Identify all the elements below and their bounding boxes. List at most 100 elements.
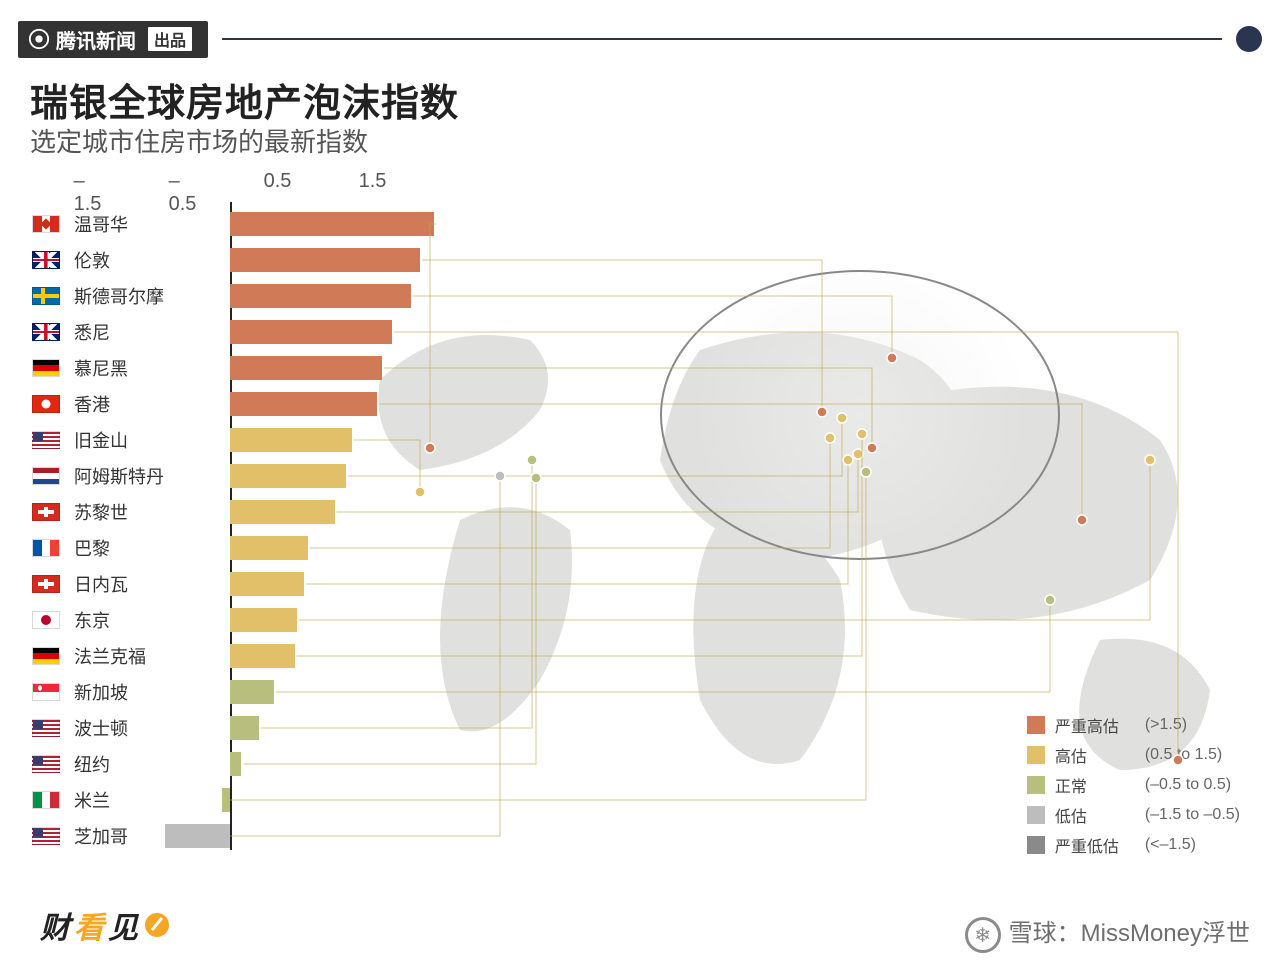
footer-brand-3: 见 <box>108 903 138 947</box>
city-label: 日内瓦 <box>74 571 214 597</box>
footer-brand: 财看见 <box>40 903 172 947</box>
brand-logo-icon <box>28 28 50 50</box>
legend-range: (–1.5 to –0.5) <box>1145 806 1240 824</box>
watermark-icon: ❄ <box>965 917 1001 953</box>
flag-de-icon <box>32 359 60 377</box>
chart-row: 阿姆斯特丹 <box>30 458 1250 494</box>
flag-us-icon <box>32 719 60 737</box>
legend-label: 严重高估 <box>1055 713 1135 737</box>
legend-label: 高估 <box>1055 743 1135 767</box>
footer-brand-icon <box>142 910 172 940</box>
bar <box>230 248 420 272</box>
city-label: 巴黎 <box>74 535 214 561</box>
chart-row: 巴黎 <box>30 530 1250 566</box>
legend-label: 严重低估 <box>1055 833 1135 857</box>
bar <box>230 212 434 236</box>
city-label: 阿姆斯特丹 <box>74 463 214 489</box>
bar <box>230 500 335 524</box>
page-subtitle: 选定城市住房市场的最新指数 <box>30 122 368 159</box>
legend-swatch <box>1027 716 1045 734</box>
legend-label: 正常 <box>1055 773 1135 797</box>
legend-row: 低估 (–1.5 to –0.5) <box>1027 800 1240 830</box>
chart-row: 法兰克福 <box>30 638 1250 674</box>
bar <box>165 824 230 848</box>
flag-nl-icon <box>32 467 60 485</box>
legend-range: (>1.5) <box>1145 716 1187 734</box>
footer-brand-2: 看 <box>74 903 104 947</box>
bar <box>230 392 377 416</box>
legend-row: 严重低估 (<–1.5) <box>1027 830 1240 860</box>
legend-row: 高估 (0.5 to 1.5) <box>1027 740 1240 770</box>
bar <box>230 716 259 740</box>
city-label: 纽约 <box>74 751 214 777</box>
chart-row: 新加坡 <box>30 674 1250 710</box>
legend-label: 低估 <box>1055 803 1135 827</box>
chart-row: 旧金山 <box>30 422 1250 458</box>
city-label: 新加坡 <box>74 679 214 705</box>
bar <box>230 284 411 308</box>
flag-us-icon <box>32 431 60 449</box>
axis-tick: 0.5 <box>264 170 292 193</box>
top-dot-icon <box>1236 26 1262 52</box>
flag-jp-icon <box>32 611 60 629</box>
city-label: 温哥华 <box>74 211 214 237</box>
legend: 严重高估 (>1.5) 高估 (0.5 to 1.5) 正常 (–0.5 to 0.5) 低… <box>1027 710 1240 860</box>
city-label: 苏黎世 <box>74 499 214 525</box>
city-label: 法兰克福 <box>74 643 214 669</box>
flag-us-icon <box>32 755 60 773</box>
city-label: 旧金山 <box>74 427 214 453</box>
flag-sg-icon <box>32 683 60 701</box>
watermark: ❄ 雪球：MissMoney浮世 <box>965 913 1250 953</box>
bar <box>230 572 304 596</box>
brand-badge: 腾讯新闻 出品 <box>18 21 208 58</box>
flag-it-icon <box>32 791 60 809</box>
brand-text: 腾讯新闻 <box>56 25 136 54</box>
flag-us-icon <box>32 827 60 845</box>
top-divider <box>222 38 1222 40</box>
bar <box>230 428 352 452</box>
legend-swatch <box>1027 806 1045 824</box>
flag-de-icon <box>32 647 60 665</box>
legend-swatch <box>1027 836 1045 854</box>
legend-range: (<–1.5) <box>1145 836 1196 854</box>
chart-row: 悉尼 <box>30 314 1250 350</box>
legend-swatch <box>1027 776 1045 794</box>
legend-range: (–0.5 to 0.5) <box>1145 776 1231 794</box>
bar <box>230 356 382 380</box>
city-label: 斯德哥尔摩 <box>74 283 214 309</box>
flag-fr-icon <box>32 539 60 557</box>
legend-swatch <box>1027 746 1045 764</box>
bar <box>230 536 308 560</box>
flag-ca-icon <box>32 215 60 233</box>
axis-tick: 1.5 <box>359 170 387 193</box>
legend-range: (0.5 to 1.5) <box>1145 746 1222 764</box>
chart-row: 斯德哥尔摩 <box>30 278 1250 314</box>
flag-ch-icon <box>32 575 60 593</box>
chart-row: 日内瓦 <box>30 566 1250 602</box>
city-label: 东京 <box>74 607 214 633</box>
flag-au-icon <box>32 323 60 341</box>
bar <box>230 464 346 488</box>
bar <box>230 644 295 668</box>
footer-brand-1: 财 <box>40 903 70 947</box>
city-label: 香港 <box>74 391 214 417</box>
chart-row: 东京 <box>30 602 1250 638</box>
flag-se-icon <box>32 287 60 305</box>
flag-uk-icon <box>32 251 60 269</box>
legend-row: 严重高估 (>1.5) <box>1027 710 1240 740</box>
city-label: 波士顿 <box>74 715 214 741</box>
bar <box>230 608 297 632</box>
bar <box>222 788 230 812</box>
chart-row: 慕尼黑 <box>30 350 1250 386</box>
city-label: 慕尼黑 <box>74 355 214 381</box>
chart-row: 伦敦 <box>30 242 1250 278</box>
bar <box>230 320 392 344</box>
chart-row: 温哥华 <box>30 206 1250 242</box>
watermark-text: 雪球：MissMoney浮世 <box>1009 920 1250 947</box>
chart-row: 香港 <box>30 386 1250 422</box>
city-label: 米兰 <box>74 787 214 813</box>
brand-sub: 出品 <box>146 25 194 53</box>
legend-row: 正常 (–0.5 to 0.5) <box>1027 770 1240 800</box>
city-label: 悉尼 <box>74 319 214 345</box>
flag-hk-icon <box>32 395 60 413</box>
